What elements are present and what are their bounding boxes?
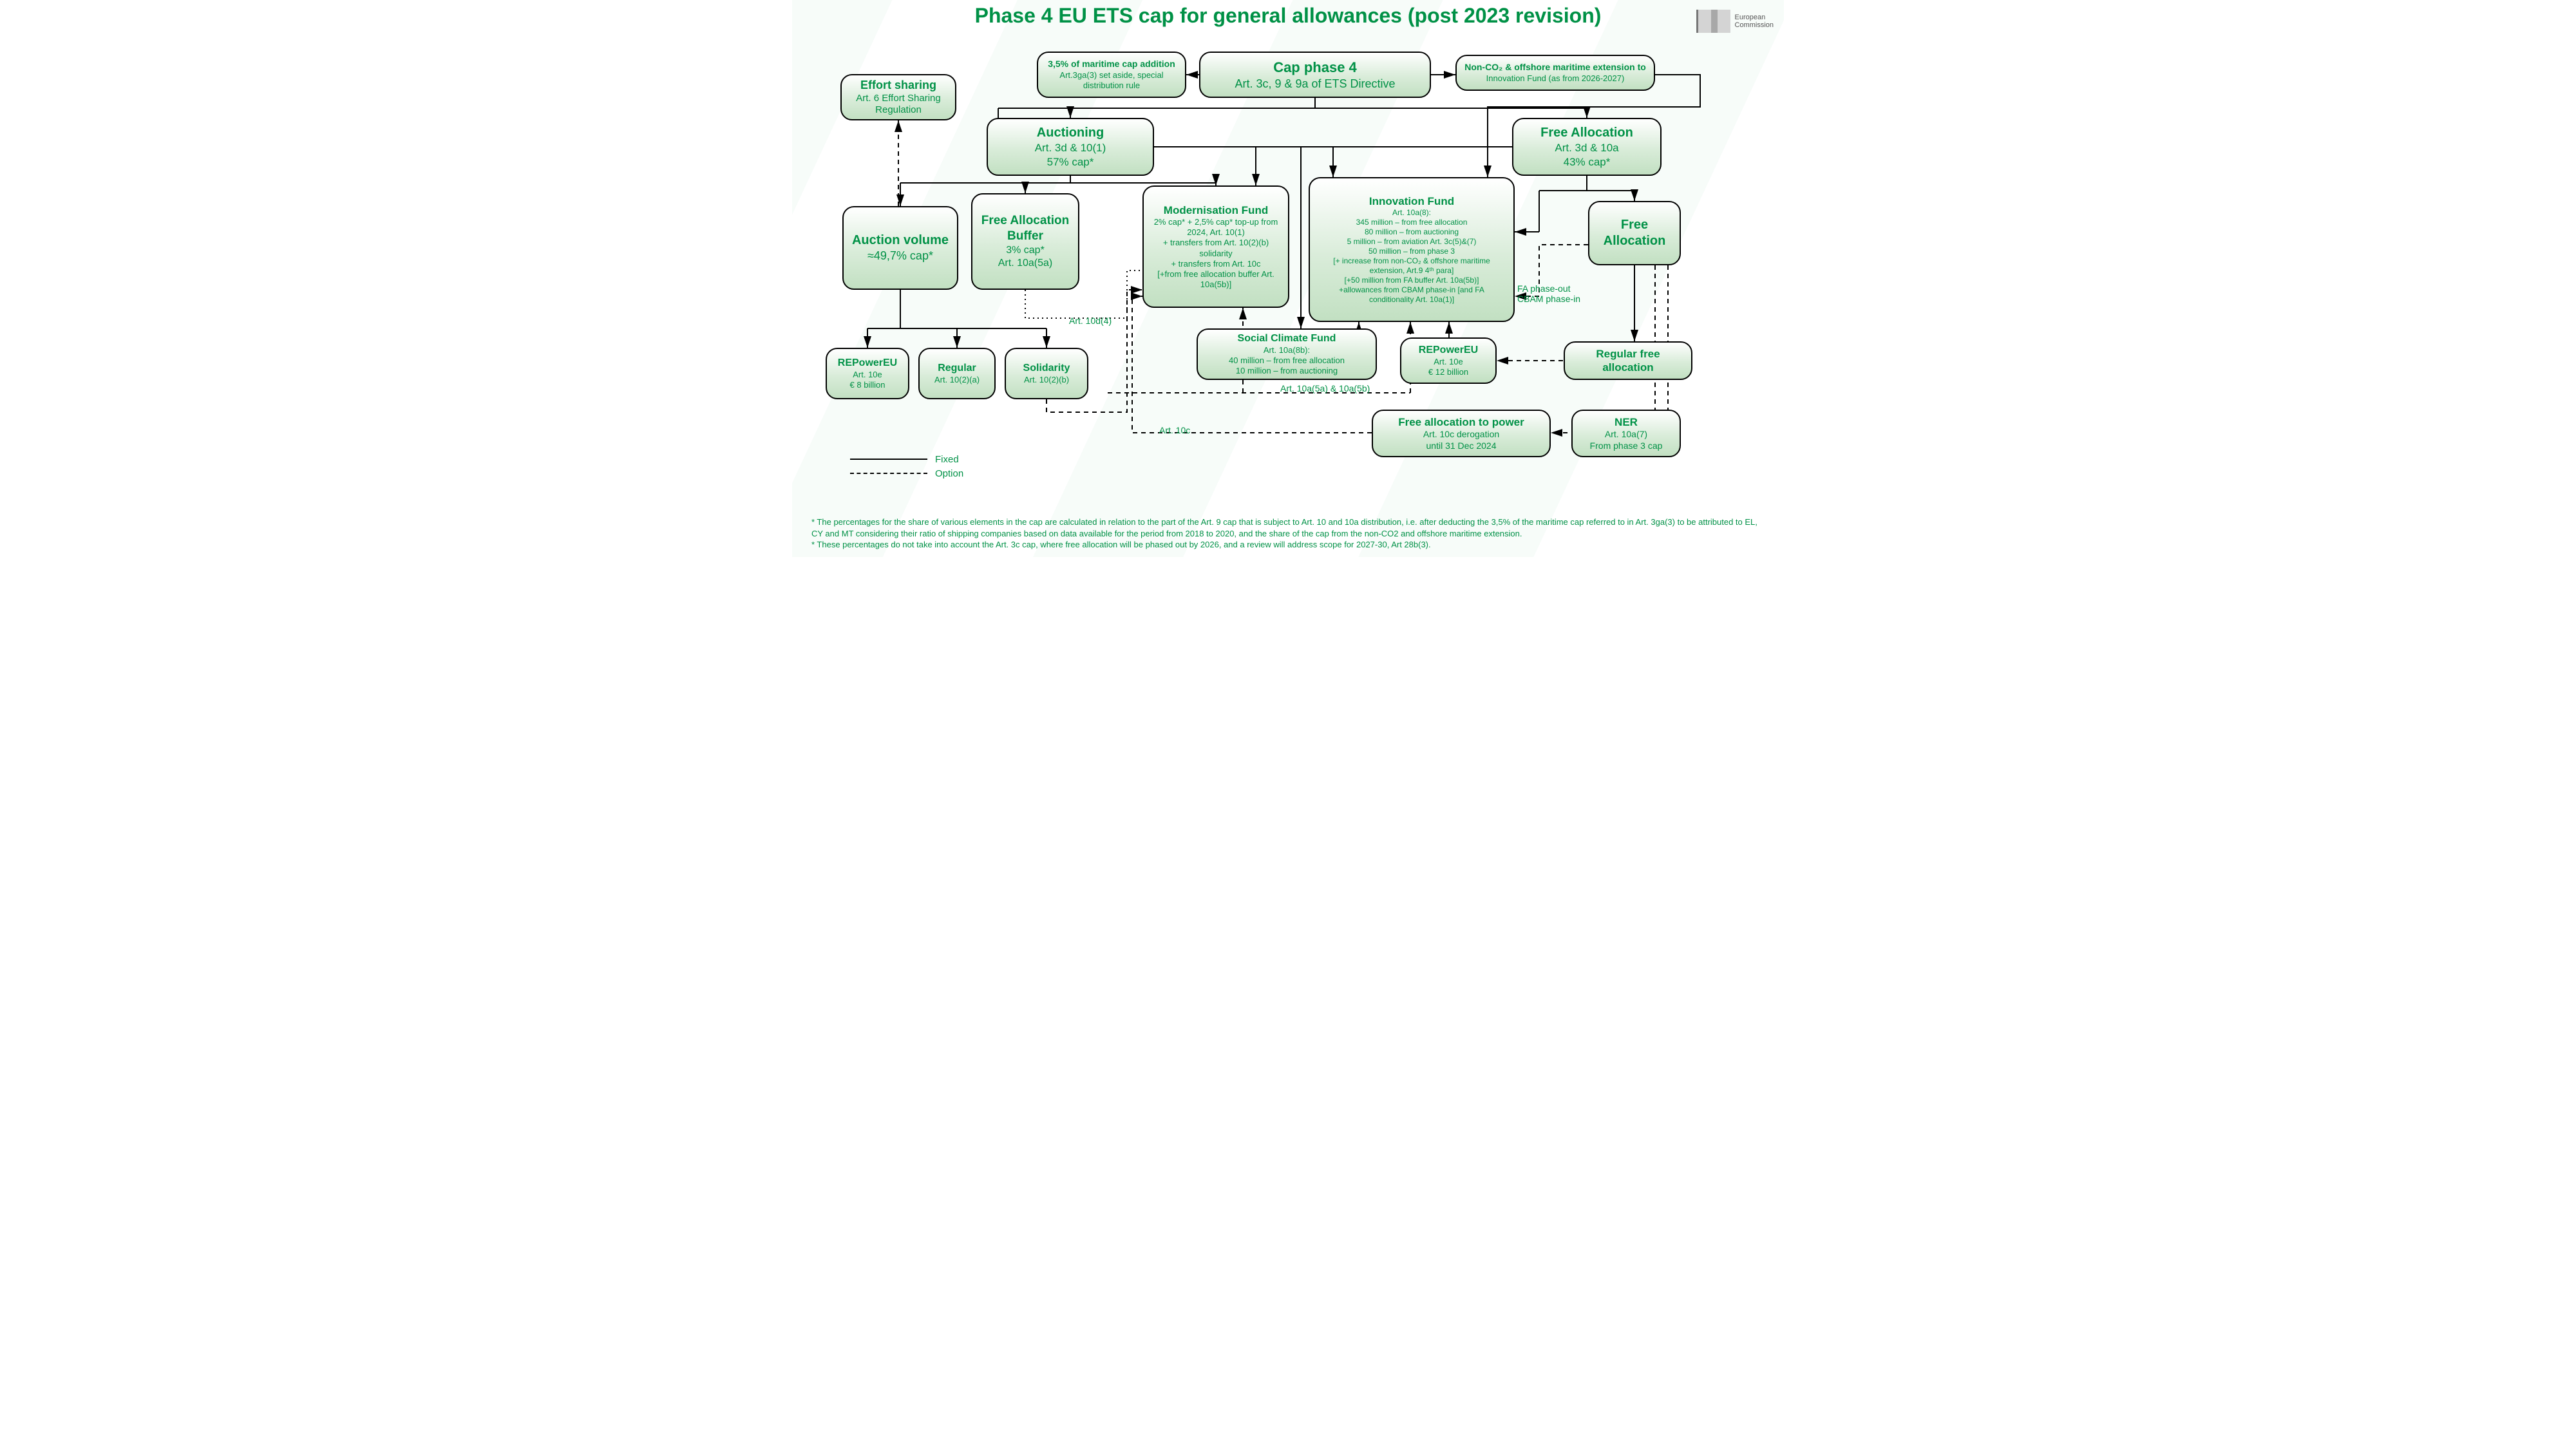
node-freealloc-sub: Art. 3d & 10a 43% cap* — [1520, 141, 1654, 169]
legend-fixed: Fixed — [935, 454, 959, 465]
node-rfa-title: Regular free allocation — [1571, 347, 1685, 375]
node-auction-sub: Art. 3d & 10(1) 57% cap* — [994, 141, 1146, 169]
node-cap-sub: Art. 3c, 9 & 9a of ETS Directive — [1207, 77, 1423, 91]
node-solidarity-sub: Art. 10(2)(b) — [1012, 375, 1081, 385]
node-nonco2-title: Non-CO₂ & offshore maritime extension to — [1463, 62, 1647, 73]
node-mf: Modernisation Fund2% cap* + 2,5% cap* to… — [1142, 185, 1289, 308]
node-solidarity: SolidarityArt. 10(2)(b) — [1005, 348, 1088, 399]
node-av: Auction volume≈49,7% cap* — [842, 206, 958, 290]
edge-label-faphase: FA phase-out CBAM phase-in — [1517, 283, 1580, 304]
node-ner-sub: Art. 10a(7) From phase 3 cap — [1579, 429, 1673, 451]
node-fap-title: Free allocation to power — [1379, 415, 1543, 429]
node-nonco2-sub: Innovation Fund (as from 2026-2027) — [1463, 73, 1647, 84]
node-repeu1: REPowerEUArt. 10e € 8 billion — [826, 348, 909, 399]
node-maritime: 3,5% of maritime cap additionArt.3ga(3) … — [1037, 52, 1186, 98]
footnote-2: * These percentages do not take into acc… — [811, 539, 1765, 551]
node-repeu2: REPowerEUArt. 10e € 12 billion — [1400, 337, 1497, 384]
node-ner: NERArt. 10a(7) From phase 3 cap — [1571, 410, 1681, 457]
edge-label-art10a5a: Art. 10a(5a) & 10a(5b) — [1280, 383, 1370, 393]
node-if: Innovation FundArt. 10a(8): 345 million … — [1309, 177, 1515, 322]
ec-logo: EuropeanCommission — [1696, 5, 1774, 37]
node-regular-sub: Art. 10(2)(a) — [926, 375, 988, 385]
footnotes: * The percentages for the share of vario… — [811, 516, 1765, 551]
footnote-1: * The percentages for the share of vario… — [811, 516, 1765, 539]
node-solidarity-title: Solidarity — [1012, 362, 1081, 375]
node-repeu2-title: REPowerEU — [1408, 344, 1489, 357]
node-mf-sub: 2% cap* + 2,5% cap* top-up from 2024, Ar… — [1150, 217, 1282, 290]
node-repeu1-sub: Art. 10e € 8 billion — [833, 370, 902, 391]
node-if-sub: Art. 10a(8): 345 million – from free all… — [1316, 208, 1507, 305]
ec-flag-icon — [1696, 10, 1730, 33]
node-scf-title: Social Climate Fund — [1204, 332, 1369, 345]
node-freealloc: Free AllocationArt. 3d & 10a 43% cap* — [1512, 118, 1662, 176]
node-regular-title: Regular — [926, 362, 988, 375]
node-nonco2: Non-CO₂ & offshore maritime extension to… — [1455, 55, 1655, 91]
node-auction-title: Auctioning — [994, 125, 1146, 141]
node-scf: Social Climate FundArt. 10a(8b): 40 mill… — [1197, 328, 1377, 380]
node-if-title: Innovation Fund — [1316, 194, 1507, 208]
node-mf-title: Modernisation Fund — [1150, 204, 1282, 217]
node-rfa: Regular free allocation — [1564, 341, 1692, 380]
node-av-sub: ≈49,7% cap* — [850, 249, 951, 263]
logo-line1: European — [1734, 14, 1765, 21]
node-ner-title: NER — [1579, 415, 1673, 429]
node-scf-sub: Art. 10a(8b): 40 million – from free all… — [1204, 345, 1369, 377]
node-repeu1-title: REPowerEU — [833, 357, 902, 370]
node-maritime-sub: Art.3ga(3) set aside, special distributi… — [1045, 70, 1179, 91]
node-cap: Cap phase 4Art. 3c, 9 & 9a of ETS Direct… — [1199, 52, 1431, 98]
node-effort-title: Effort sharing — [848, 78, 949, 93]
node-fa2-title: Free Allocation — [1596, 217, 1673, 249]
node-fab-sub: 3% cap* Art. 10a(5a) — [979, 244, 1072, 270]
node-effort-sub: Art. 6 Effort Sharing Regulation — [848, 93, 949, 117]
node-auction: AuctioningArt. 3d & 10(1) 57% cap* — [987, 118, 1154, 176]
node-repeu2-sub: Art. 10e € 12 billion — [1408, 357, 1489, 378]
legend: Fixed Option — [850, 452, 963, 480]
node-fap-sub: Art. 10c derogation until 31 Dec 2024 — [1379, 429, 1543, 451]
node-fa2: Free Allocation — [1588, 201, 1681, 265]
node-fab-title: Free Allocation Buffer — [979, 213, 1072, 244]
node-fap: Free allocation to powerArt. 10c derogat… — [1372, 410, 1551, 457]
logo-line2: Commission — [1734, 21, 1774, 29]
edge-label-art10c: Art. 10c — [1159, 425, 1190, 435]
legend-option: Option — [935, 468, 963, 479]
node-freealloc-title: Free Allocation — [1520, 125, 1654, 141]
node-effort: Effort sharingArt. 6 Effort Sharing Regu… — [840, 74, 956, 120]
node-cap-title: Cap phase 4 — [1207, 59, 1423, 77]
node-av-title: Auction volume — [850, 232, 951, 249]
node-fab: Free Allocation Buffer3% cap* Art. 10a(5… — [971, 193, 1079, 290]
page-title: Phase 4 EU ETS cap for general allowance… — [792, 4, 1784, 28]
edge-label-art10d4: Art. 10d(4) — [1069, 316, 1112, 326]
node-maritime-title: 3,5% of maritime cap addition — [1045, 59, 1179, 70]
node-regular: RegularArt. 10(2)(a) — [918, 348, 996, 399]
